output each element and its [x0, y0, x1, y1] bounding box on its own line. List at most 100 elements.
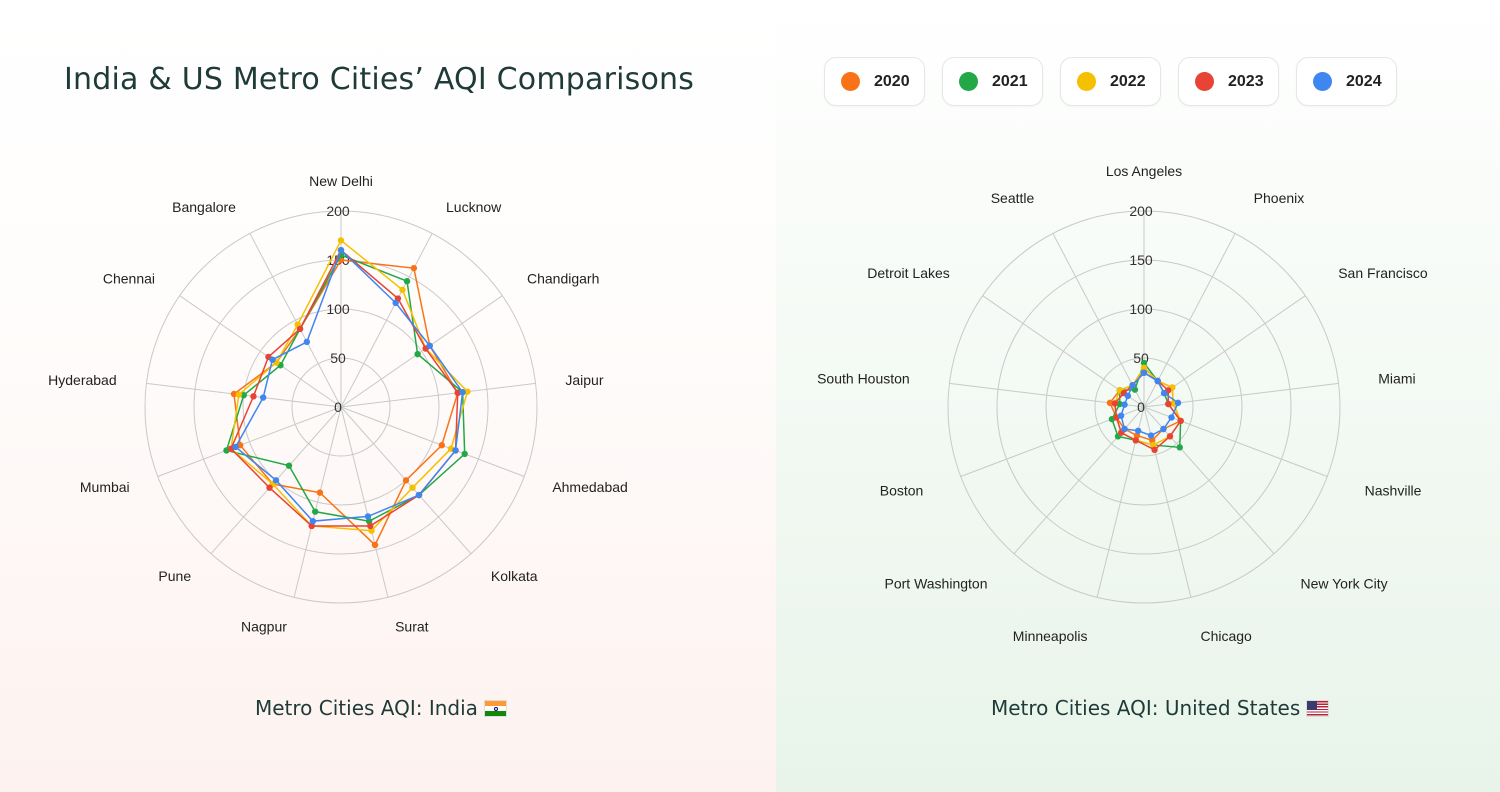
india-category-label-lucknow: Lucknow	[446, 199, 502, 215]
legend-item-2022[interactable]: 2022	[1060, 57, 1161, 106]
india-spoke-chennai	[179, 295, 342, 408]
india-point-2020-kolkata	[402, 477, 410, 484]
us-point-2021-new-york-city	[1176, 444, 1183, 451]
us-point-2020-south-houston	[1106, 399, 1114, 407]
india-radar-chart: New Delhi Lucknow Chandigarh Jaipur Ahmedaba…	[48, 173, 628, 634]
legend-dot-2023	[1195, 72, 1214, 91]
us-category-label-port-washington: Port Washington	[885, 576, 988, 592]
legend-label-2024: 2024	[1346, 72, 1382, 90]
us-category-label-new-york-city: New York City	[1300, 576, 1387, 592]
india-point-2021-chandigarh	[414, 350, 421, 358]
india-category-label-new-delhi: New Delhi	[309, 173, 373, 189]
legend-item-2024[interactable]: 2024	[1296, 57, 1397, 106]
india-point-2022-lucknow	[399, 286, 406, 294]
india-point-2020-nagpur	[316, 489, 324, 496]
us-point-2024-port-washington	[1121, 425, 1128, 433]
us-point-2021-los-angeles	[1140, 359, 1148, 367]
legend-dot-2020	[841, 72, 860, 91]
india-chart-caption: Metro Cities AQI: India	[255, 696, 507, 720]
india-point-2024-ahmedabad	[452, 447, 459, 454]
us-radar-chart: Los Angeles Phoenix San Francisco Miami Nash…	[817, 163, 1428, 644]
page-title: India & US Metro Cities’ AQI Comparisons	[64, 62, 695, 97]
us-point-2024-san-francisco	[1160, 389, 1168, 397]
india-category-label-chennai: Chennai	[103, 271, 155, 287]
us-chart-caption: Metro Cities AQI: United States	[991, 696, 1330, 720]
legend-dot-2022	[1077, 72, 1096, 91]
india-spoke-mumbai	[157, 406, 342, 477]
us-spoke-nashville	[1143, 406, 1328, 477]
us-category-label-boston: Boston	[880, 483, 924, 499]
india-point-2024-new-delhi	[337, 247, 345, 254]
us-category-label-san-francisco: San Francisco	[1338, 265, 1428, 281]
india-point-2024-bangalore	[303, 338, 311, 346]
india-point-2024-chandigarh	[426, 342, 433, 349]
india-point-2020-hyderabad	[230, 390, 238, 398]
india-category-label-chandigarh: Chandigarh	[527, 271, 599, 287]
india-tick-label-100: 100	[326, 301, 350, 317]
india-point-2024-kolkata	[415, 491, 423, 499]
us-point-2023-nashville	[1177, 417, 1184, 425]
us-category-label-south-houston: South Houston	[817, 371, 910, 387]
india-point-2023-hyderabad	[250, 393, 257, 400]
legend-item-2023[interactable]: 2023	[1178, 57, 1279, 106]
india-category-label-kolkata: Kolkata	[491, 568, 538, 584]
india-series-line-2023	[230, 249, 459, 527]
india-point-2020-ahmedabad	[438, 442, 445, 449]
legend-dot-2024	[1313, 72, 1332, 91]
india-flag-icon	[483, 699, 507, 717]
india-spoke-jaipur	[340, 382, 536, 408]
us-point-2024-los-angeles	[1140, 369, 1148, 376]
india-point-2022-jaipur	[464, 388, 471, 395]
legend-label-2020: 2020	[874, 72, 910, 90]
us-tick-label-200: 200	[1129, 203, 1153, 219]
us-tick-label-100: 100	[1129, 301, 1153, 317]
india-series-line-2021	[225, 254, 466, 522]
india-spoke-surat	[340, 406, 389, 598]
us-caption-text: Metro Cities AQI: United States	[991, 696, 1301, 720]
india-tick-label-50: 50	[330, 350, 346, 366]
india-category-label-hyderabad: Hyderabad	[48, 372, 117, 388]
india-point-2022-new-delhi	[337, 237, 345, 244]
us-point-2023-south-houston	[1111, 400, 1119, 407]
us-category-label-phoenix: Phoenix	[1254, 190, 1305, 206]
us-point-2024-detroit-lakes	[1124, 392, 1132, 400]
us-point-2024-minneapolis	[1134, 427, 1142, 434]
india-caption-text: Metro Cities AQI: India	[255, 696, 478, 720]
india-point-2024-surat	[364, 513, 372, 520]
us-point-2022-miami	[1169, 400, 1177, 407]
india-point-2023-surat	[367, 522, 374, 530]
legend: 2020 2021 2022 2023 2024	[824, 57, 1397, 106]
india-category-label-mumbai: Mumbai	[80, 479, 130, 495]
india-spoke-chandigarh	[340, 295, 503, 408]
legend-label-2022: 2022	[1110, 72, 1146, 90]
india-point-2021-ahmedabad	[461, 450, 468, 458]
us-point-2024-seattle	[1129, 382, 1136, 389]
us-flag-icon	[1306, 699, 1330, 717]
legend-dot-2021	[959, 72, 978, 91]
india-tick-label-200: 200	[326, 203, 350, 219]
us-category-label-los-angeles: Los Angeles	[1106, 163, 1182, 179]
legend-item-2021[interactable]: 2021	[942, 57, 1043, 106]
india-point-2023-bangalore	[296, 325, 304, 333]
india-category-label-ahmedabad: Ahmedabad	[552, 479, 628, 495]
us-point-2024-miami	[1174, 399, 1182, 407]
legend-item-2020[interactable]: 2020	[824, 57, 925, 106]
legend-label-2023: 2023	[1228, 72, 1264, 90]
india-spoke-bangalore	[249, 233, 342, 408]
legend-label-2021: 2021	[992, 72, 1028, 90]
india-category-label-jaipur: Jaipur	[565, 372, 603, 388]
india-point-2021-pune	[285, 462, 293, 469]
india-category-label-surat: Surat	[395, 618, 429, 634]
india-tick-label-0: 0	[334, 399, 342, 415]
india-point-2023-pune	[266, 484, 273, 491]
us-point-2022-los-angeles	[1140, 364, 1148, 371]
india-point-2024-lucknow	[392, 299, 399, 307]
us-spoke-new-york-city	[1143, 406, 1275, 555]
us-point-2023-new-york-city	[1166, 433, 1174, 440]
us-point-2024-phoenix	[1154, 377, 1161, 385]
india-point-2024-hyderabad	[259, 394, 267, 401]
india-spoke-ahmedabad	[340, 406, 525, 477]
india-spoke-lucknow	[340, 233, 433, 408]
india-category-label-nagpur: Nagpur	[241, 618, 287, 634]
